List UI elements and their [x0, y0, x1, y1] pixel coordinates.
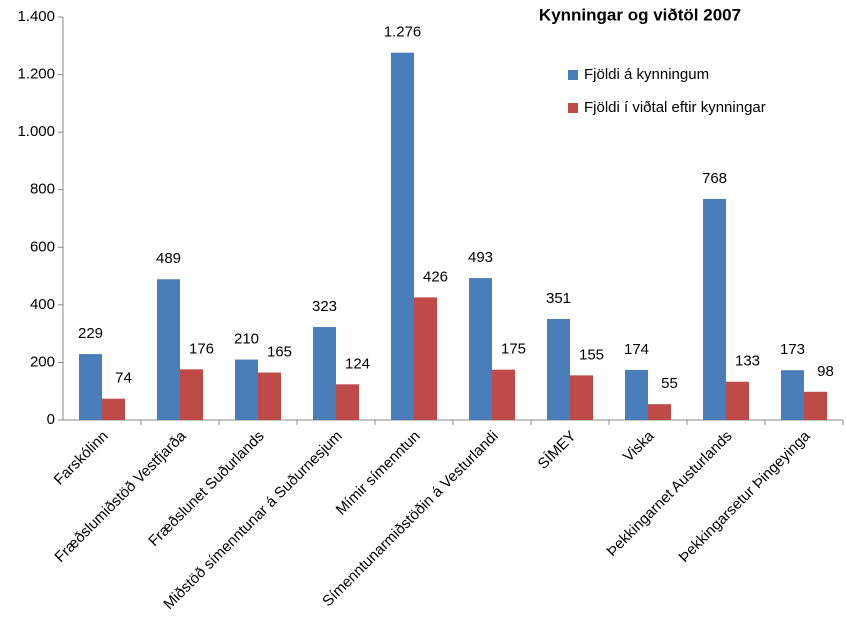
bar — [781, 370, 804, 420]
bar — [102, 398, 125, 420]
x-tick-label: Viska — [620, 427, 658, 465]
data-label: 768 — [702, 170, 727, 187]
y-tick-label: 800 — [30, 181, 55, 198]
data-label: 155 — [579, 346, 604, 363]
data-label: 493 — [468, 249, 493, 266]
bar — [726, 381, 749, 420]
data-label: 133 — [735, 353, 760, 370]
legend-swatch — [568, 103, 578, 113]
bar — [492, 369, 515, 420]
legend-label: Fjöldi í viðtal eftir kynningar — [584, 99, 766, 116]
y-tick-label: 200 — [30, 353, 55, 370]
bar — [391, 52, 414, 421]
x-tick-label: Símenntunarmiðstöðin á Vesturlandi — [319, 428, 501, 610]
y-tick-label: 1.200 — [17, 66, 55, 83]
data-label: 98 — [817, 363, 834, 380]
data-label: 351 — [546, 290, 571, 307]
data-label: 55 — [661, 375, 678, 392]
bar — [157, 279, 180, 420]
data-label: 173 — [780, 341, 805, 358]
bar — [258, 372, 281, 420]
data-label: 426 — [423, 268, 448, 285]
bar — [703, 198, 726, 420]
x-tick-label: Þekkingarnet Austurlands — [603, 428, 735, 560]
x-tick-label: Þekkingarsetur Þingeyinga — [675, 427, 814, 566]
bar — [648, 404, 671, 420]
bar — [313, 327, 336, 420]
x-tick-label: Miðstöð símenntunar á Suðurnesjum — [160, 428, 345, 613]
bar — [336, 384, 359, 420]
data-label: 489 — [156, 250, 181, 267]
y-tick-label: 400 — [30, 296, 55, 313]
data-label: 174 — [624, 341, 649, 358]
data-label: 165 — [267, 343, 292, 360]
bar — [625, 369, 648, 420]
y-tick-label: 0 — [47, 411, 55, 428]
x-tick-label: Fræðslumiðstöð Vestfjarða — [51, 427, 190, 566]
data-label: 175 — [501, 341, 526, 358]
bar — [469, 278, 492, 420]
data-label: 124 — [345, 355, 370, 372]
data-label: 176 — [189, 340, 214, 357]
legend-label: Fjöldi á kynningum — [584, 66, 709, 83]
bar — [414, 297, 437, 420]
data-label: 74 — [115, 370, 132, 387]
data-label: 1.276 — [384, 24, 422, 41]
bar — [804, 391, 827, 420]
data-label: 323 — [312, 298, 337, 315]
x-tick-label: Farskólinn — [51, 428, 112, 489]
legend-swatch — [568, 70, 578, 80]
bar — [180, 369, 203, 420]
y-tick-label: 1.400 — [17, 8, 55, 25]
x-tick-label: Mímir símenntun — [333, 428, 424, 519]
y-tick-label: 1.000 — [17, 123, 55, 140]
bar — [570, 375, 593, 420]
data-label: 210 — [234, 331, 259, 348]
y-tick-label: 600 — [30, 238, 55, 255]
data-label: 229 — [78, 325, 103, 342]
bar — [79, 354, 102, 420]
x-tick-label: SÍMEY — [535, 428, 580, 473]
bar — [235, 359, 258, 420]
bar — [547, 318, 570, 420]
chart-title: Kynningar og viðtöl 2007 — [539, 5, 741, 24]
